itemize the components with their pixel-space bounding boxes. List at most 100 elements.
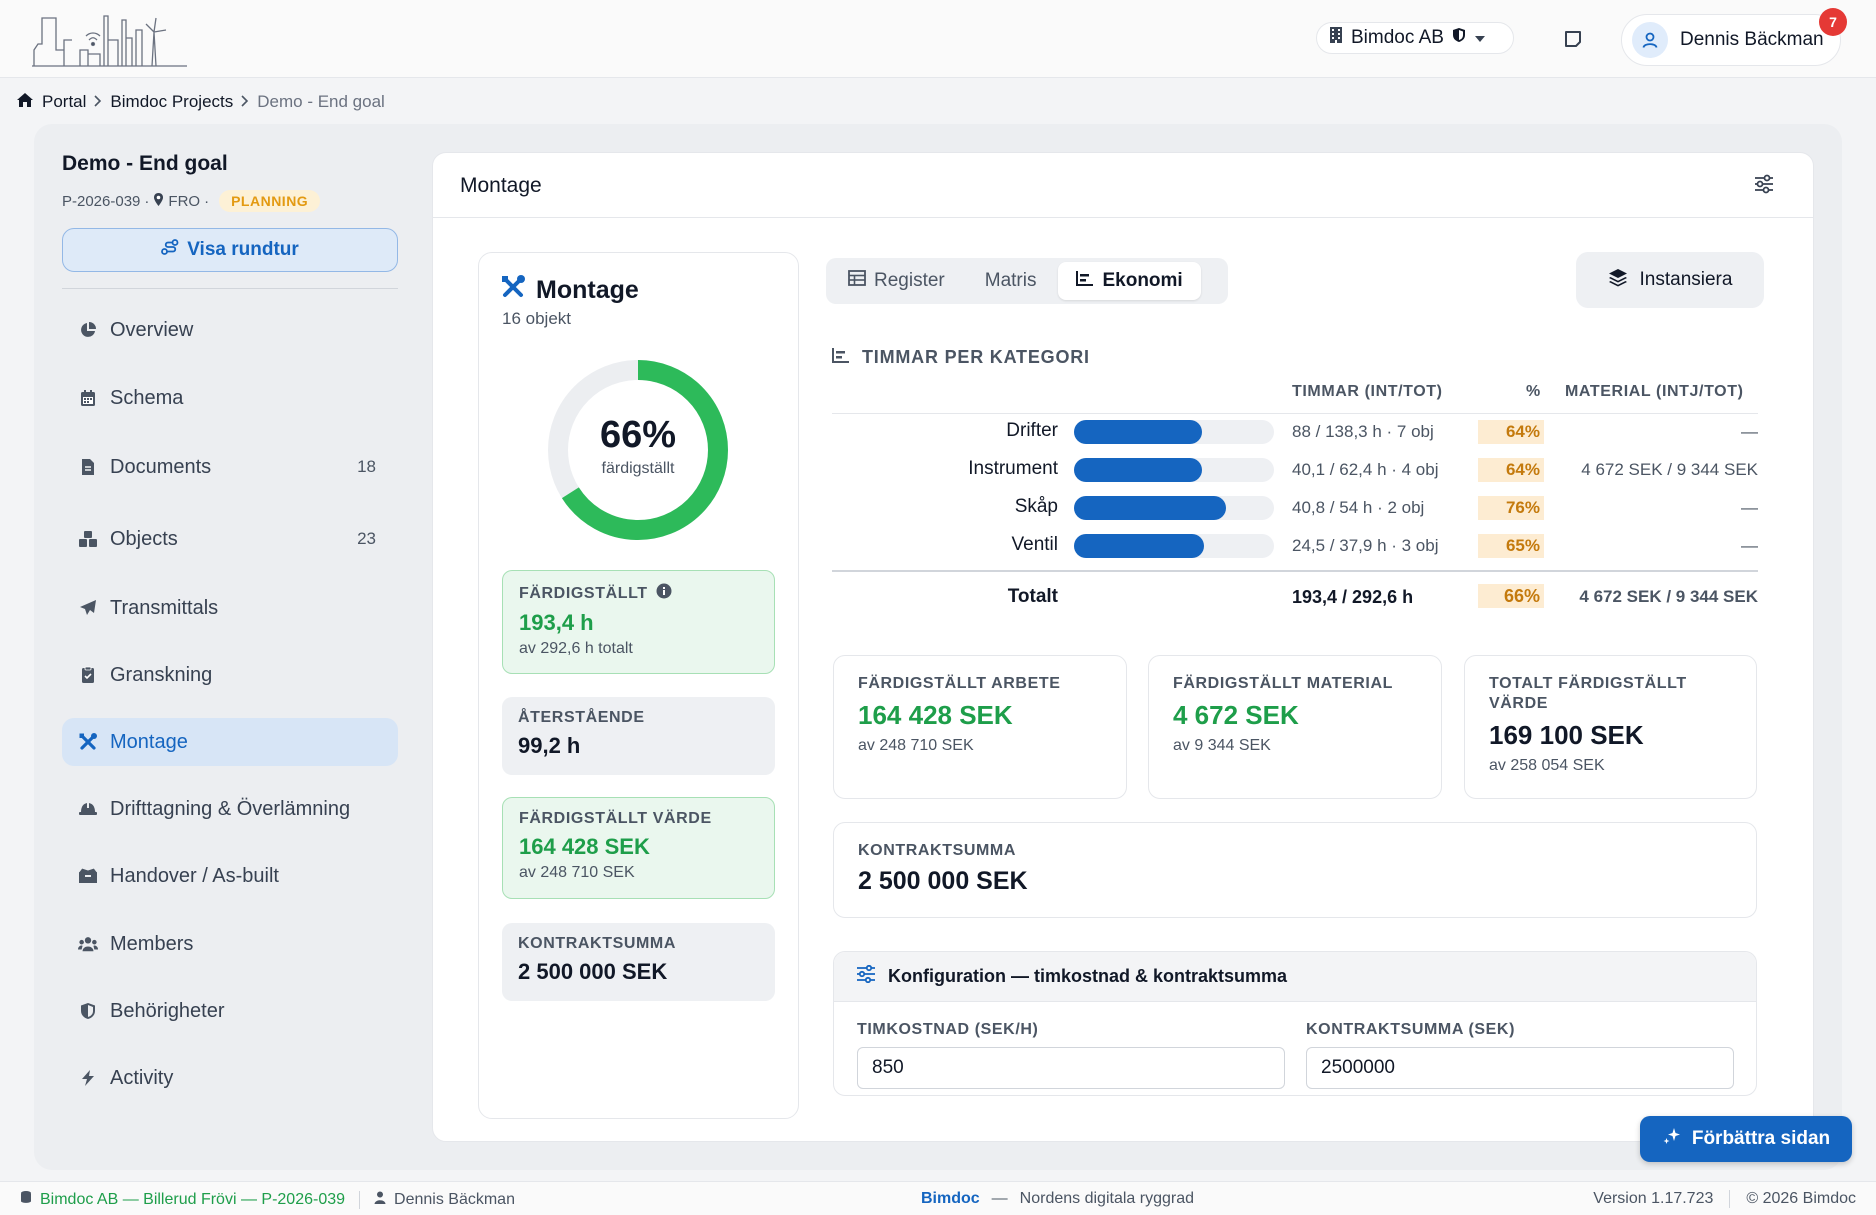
- completed-value-label: FÄRDIGSTÄLLT VÄRDE: [519, 810, 712, 827]
- tab-ekonomi[interactable]: Ekonomi: [1058, 262, 1201, 300]
- sidebar-item-transmittals[interactable]: Transmittals: [62, 584, 398, 632]
- sidebar-item-label: Montage: [110, 730, 188, 753]
- contract-card-label: KONTRAKTSUMMA: [858, 842, 1017, 859]
- show-tour-button[interactable]: Visa rundtur: [62, 228, 398, 272]
- sliders-icon: [856, 964, 876, 988]
- notification-badge[interactable]: 7: [1819, 8, 1847, 36]
- breadcrumb-portal[interactable]: Portal: [42, 92, 87, 111]
- footer-copyright: © 2026 Bimdoc: [1746, 1190, 1856, 1207]
- project-meta: P-2026-039 · FRO · PLANNING: [62, 188, 321, 214]
- organization-selector[interactable]: Bimdoc AB: [1316, 22, 1514, 54]
- summary-subtitle: 16 objekt: [502, 309, 571, 328]
- notes-button[interactable]: [1558, 26, 1588, 56]
- note-icon: [1563, 29, 1583, 54]
- user-name: Dennis Bäckman: [1680, 29, 1824, 50]
- sidebar-item-label: Documents: [110, 455, 212, 478]
- percent-label: 64%: [1478, 420, 1544, 444]
- user-icon: [374, 1191, 386, 1209]
- hourly-cost-input[interactable]: [857, 1047, 1285, 1089]
- total-completed-value-sub: av 258 054 SEK: [1489, 757, 1605, 774]
- map-pin-icon: [153, 192, 164, 211]
- completed-material-label: FÄRDIGSTÄLLT MATERIAL: [1173, 675, 1393, 692]
- completed-work-sub: av 248 710 SEK: [858, 737, 974, 754]
- user-menu[interactable]: Dennis Bäckman: [1621, 14, 1841, 66]
- total-percent: 66%: [1478, 584, 1544, 608]
- bar[interactable]: [1074, 420, 1202, 444]
- sidebar-item-overview[interactable]: Overview: [62, 306, 398, 354]
- meta-separator: ·: [144, 192, 150, 210]
- hours-label: 88 / 138,3 h · 7 obj: [1292, 422, 1434, 441]
- sidebar-item-granskning[interactable]: Granskning: [62, 651, 398, 699]
- breadcrumb: Portal Bimdoc Projects Demo - End goal: [16, 90, 385, 114]
- info-icon[interactable]: [656, 583, 672, 604]
- percent-label: 65%: [1478, 534, 1544, 558]
- material-label: —: [1741, 498, 1758, 517]
- shield-icon: [78, 1001, 98, 1021]
- tab-register[interactable]: Register: [830, 262, 963, 300]
- sidebar-item-documents[interactable]: Documents 18: [62, 443, 398, 491]
- sidebar-item-handover-as-built[interactable]: Handover / As-built: [62, 852, 398, 900]
- status-badge: PLANNING: [219, 190, 321, 212]
- config-header: Konfiguration — timkostnad & kontraktsum…: [834, 952, 1756, 1002]
- completed-value-sub: av 248 710 SEK: [519, 864, 635, 881]
- sparkles-icon: [1662, 1126, 1682, 1152]
- home-icon[interactable]: [16, 92, 34, 113]
- instantiate-button[interactable]: Instansiera: [1576, 252, 1764, 308]
- hours-label: 24,5 / 37,9 h · 3 obj: [1292, 536, 1439, 555]
- category-label: Instrument: [968, 458, 1058, 479]
- completed-material-card: FÄRDIGSTÄLLT MATERIAL 4 672 SEK av 9 344…: [1148, 655, 1442, 799]
- users-icon: [78, 934, 98, 954]
- project-title: Demo - End goal: [62, 152, 228, 175]
- contract-sum-label: KONTRAKTSUMMA: [518, 935, 677, 952]
- meta-separator: ·: [204, 192, 210, 210]
- tab-matris[interactable]: Matris: [984, 270, 1037, 291]
- column-header-hours: TIMMAR (INT/TOT): [1292, 383, 1443, 400]
- sidebar-item-drifttagning-överlämning[interactable]: Drifttagning & Överlämning: [62, 785, 398, 833]
- sidebar-item-montage[interactable]: Montage: [62, 718, 398, 766]
- sidebar-item-members[interactable]: Members: [62, 920, 398, 968]
- completed-value-box: FÄRDIGSTÄLLT VÄRDE 164 428 SEK av 248 71…: [502, 797, 775, 899]
- total-completed-value-label: TOTALT FÄRDIGSTÄLLT VÄRDE: [1489, 675, 1687, 712]
- completed-work-label: FÄRDIGSTÄLLT ARBETE: [858, 675, 1061, 692]
- chart-bar-icon: [1076, 270, 1094, 292]
- column-header-material: MATERIAL (INTJ/TOT): [1565, 383, 1744, 400]
- breadcrumb-current: Demo - End goal: [257, 92, 385, 111]
- panel-title: Montage: [460, 174, 542, 197]
- sliders-icon[interactable]: [1752, 172, 1776, 196]
- improve-page-button[interactable]: Förbättra sidan: [1640, 1116, 1852, 1162]
- table-icon: [848, 270, 866, 292]
- donut-progress-arc: [548, 360, 728, 540]
- organization-name: Bimdoc AB: [1351, 27, 1444, 48]
- caret-down-icon: [1474, 27, 1486, 49]
- total-hours: 193,4 / 292,6 h: [1292, 587, 1414, 607]
- bar[interactable]: [1074, 458, 1202, 482]
- footer-user: Dennis Bäckman: [394, 1190, 515, 1208]
- contract-sum-input[interactable]: [1306, 1047, 1734, 1089]
- panel-divider: [433, 217, 1813, 218]
- footer-context[interactable]: Bimdoc AB — Billerud Frövi — P-2026-039: [40, 1190, 346, 1208]
- sidebar-divider: [62, 288, 398, 289]
- sidebar-item-objects[interactable]: Objects 23: [62, 515, 398, 563]
- bimdoc-logo[interactable]: [32, 10, 187, 68]
- table-header-divider: [832, 413, 1758, 414]
- box-open-icon: [78, 866, 98, 886]
- total-completed-value-card: TOTALT FÄRDIGSTÄLLT VÄRDE 169 100 SEK av…: [1464, 655, 1757, 799]
- footer: Bimdoc AB — Billerud Frövi — P-2026-039 …: [0, 1181, 1876, 1215]
- contract-sum-card: KONTRAKTSUMMA 2 500 000 SEK: [833, 822, 1757, 918]
- sidebar-item-label: Activity: [110, 1066, 174, 1089]
- show-tour-label: Visa rundtur: [187, 239, 299, 260]
- sidebar-item-label: Granskning: [110, 663, 213, 686]
- bar[interactable]: [1074, 534, 1204, 558]
- hourly-cost-label: TIMKOSTNAD (SEK/H): [857, 1021, 1039, 1038]
- sidebar-item-label: Objects: [110, 527, 178, 550]
- sidebar-item-behörigheter[interactable]: Behörigheter: [62, 987, 398, 1035]
- project-code: P-2026-039: [62, 192, 141, 210]
- calendar-icon: [78, 388, 98, 408]
- helmet-icon: [78, 799, 98, 819]
- bar[interactable]: [1074, 496, 1226, 520]
- footer-separator: [359, 1190, 361, 1209]
- sidebar-item-activity[interactable]: Activity: [62, 1054, 398, 1102]
- sidebar-item-schema[interactable]: Schema: [62, 374, 398, 422]
- breadcrumb-projects[interactable]: Bimdoc Projects: [110, 92, 234, 111]
- footer-brand[interactable]: Bimdoc: [921, 1190, 980, 1207]
